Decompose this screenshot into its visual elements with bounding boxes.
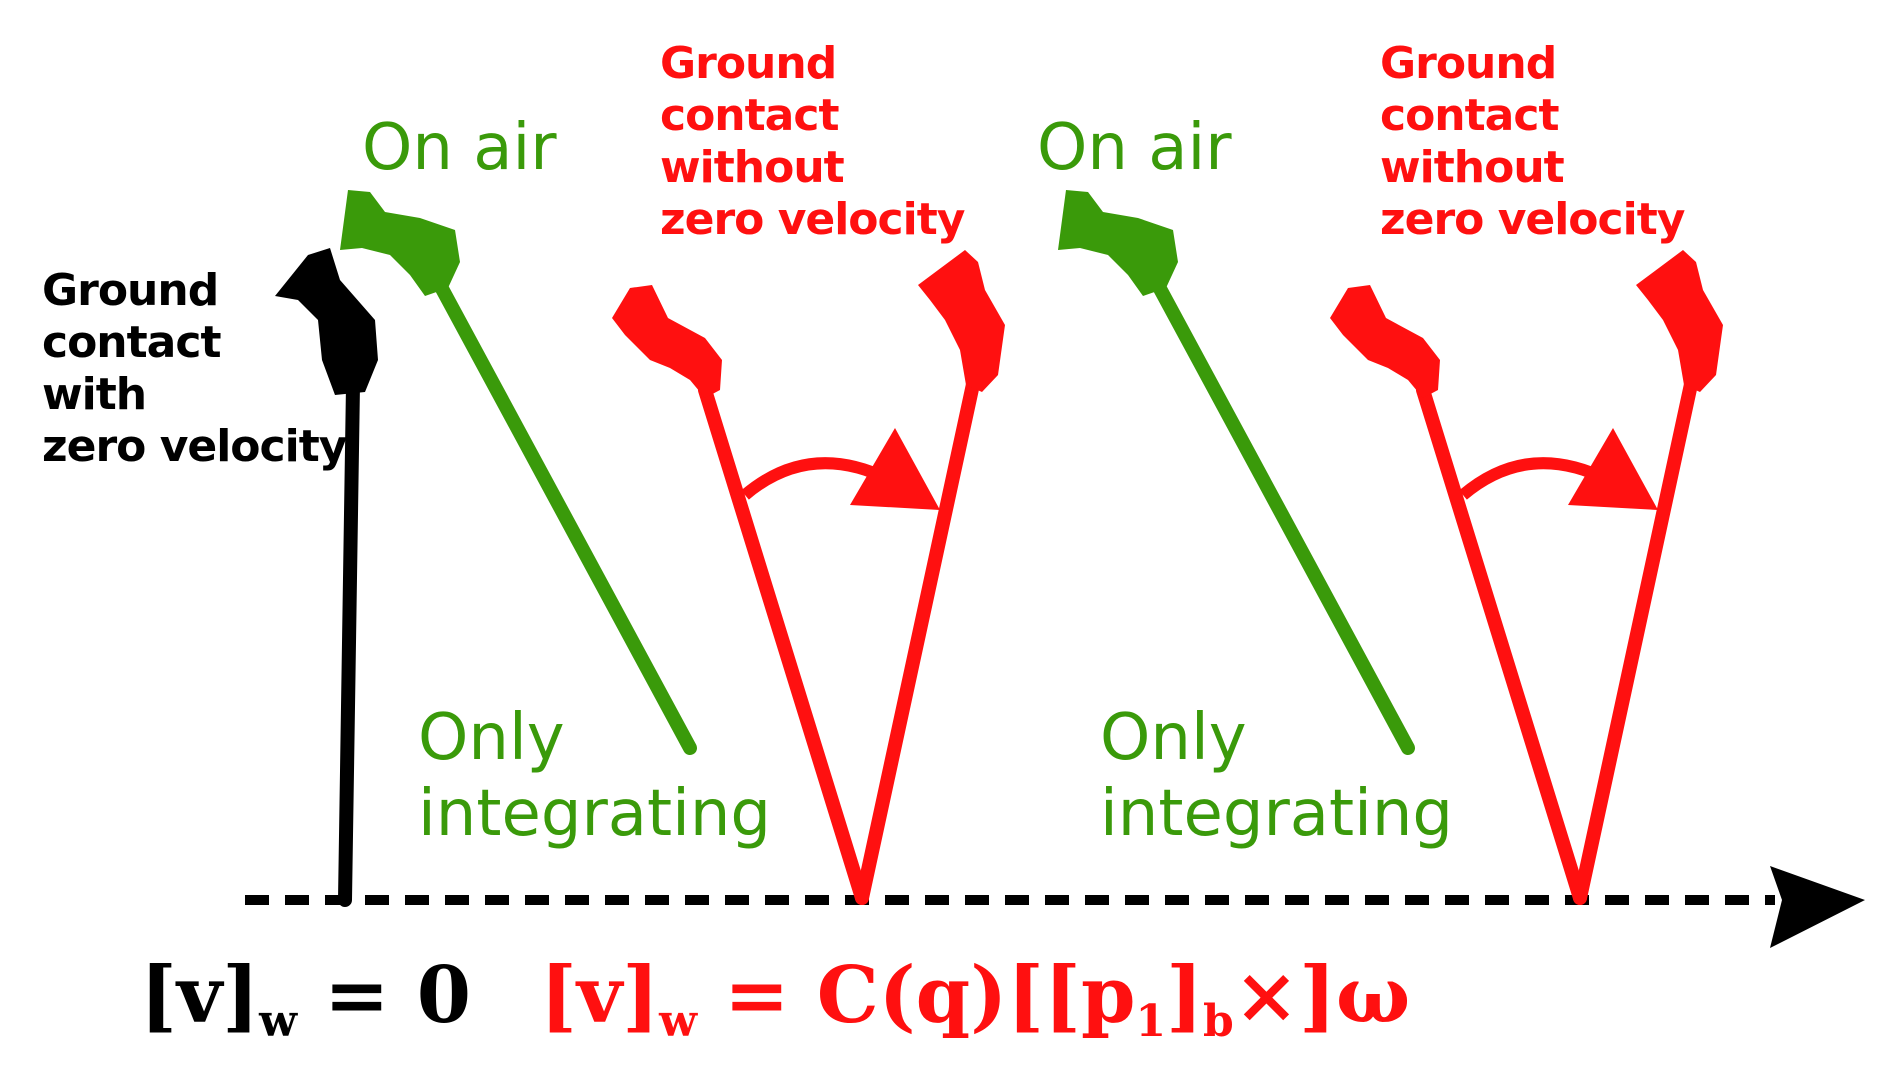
leg-on-air-1 [340,190,697,755]
label-only-integrating-1: Only integrating [418,701,772,851]
equation-red-velocity: [v]w = C(q)[[p1]b×]ω [540,950,1411,1047]
label-ground-contact-with-zero-velocity: Ground contact with zero velocity [42,265,347,472]
leg-ground-nonzero-1 [612,250,1005,905]
label-ground-contact-without-zero-velocity-1: Ground contact without zero velocity [660,38,965,245]
leg-on-air-2 [1058,190,1415,755]
time-axis-arrowhead [1770,866,1865,948]
equation-zero-velocity: [v]w = 0 [140,950,471,1047]
label-on-air-2: On air [1037,111,1232,185]
leg-ground-zero-velocity [275,248,378,907]
leg-ground-nonzero-2 [1330,250,1723,905]
label-only-integrating-2: Only integrating [1100,701,1454,851]
label-ground-contact-without-zero-velocity-2: Ground contact without zero velocity [1380,38,1685,245]
label-on-air-1: On air [362,111,557,185]
